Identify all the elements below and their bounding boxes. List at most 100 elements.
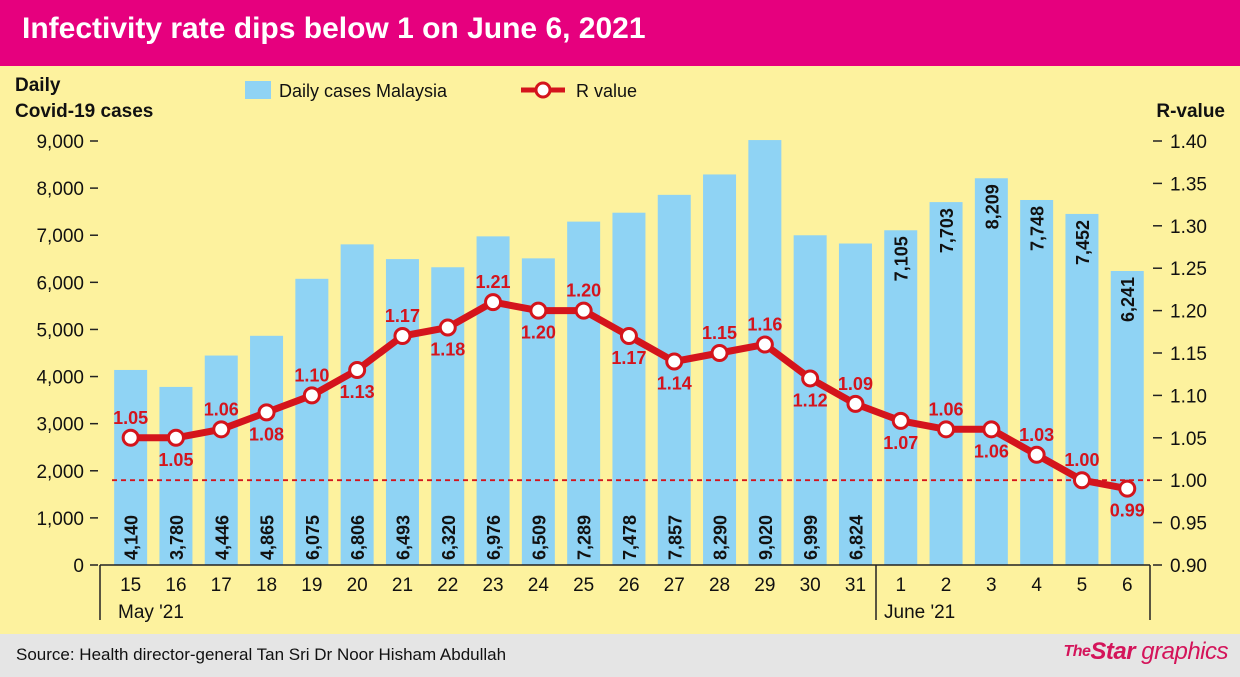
bar [1065,213,1099,566]
bar-value-label: 6,824 [846,515,866,560]
chart-title: Infectivity rate dips below 1 on June 6,… [22,12,646,45]
bar-value-label: 4,865 [258,515,278,560]
left-tick-label: 6,000 [36,273,84,294]
source-note: Source: Health director-general Tan Sri … [16,645,507,664]
right-tick-label: 1.15 [1170,344,1207,365]
bar [1110,270,1144,565]
bar [793,235,827,565]
x-tick-label: 28 [709,575,730,596]
bar [114,369,148,565]
axes-layer: 9,000 8,000 7,000 6,000 5,000 4,000 3,000 2,000… [36,132,1207,623]
x-tick-label: 26 [618,575,639,596]
r-value-label: 1.21 [476,272,511,292]
right-tick-label: 1.10 [1170,386,1207,407]
month-label-may: May '21 [118,602,184,623]
r-value-label: 1.06 [204,399,239,419]
r-value-label: 1.16 [747,315,782,335]
x-tick-label: 4 [1031,575,1042,596]
r-value-point [665,352,684,371]
bar-value-label: 7,748 [1028,206,1048,251]
right-tick-label: 0.90 [1170,556,1207,577]
left-axis-title-line1: Daily [15,75,61,96]
left-tick-label: 1,000 [36,509,84,530]
x-tick-label: 16 [165,575,186,596]
r-value-point [121,428,140,447]
r-value-label: 1.17 [611,348,646,368]
right-tick-label: 0.95 [1170,514,1207,535]
r-value-label: 0.99 [1110,501,1145,521]
bar-value-label: 6,976 [484,515,504,560]
r-value-label: 1.07 [883,433,918,453]
x-tick-label: 1 [895,575,906,596]
bar-value-label: 6,509 [529,515,549,560]
brand-logo: TheStar graphics [1063,638,1228,665]
bar [250,335,284,565]
x-tick-label: 29 [754,575,775,596]
x-tick-label: 18 [256,575,277,596]
left-tick-label: 3,000 [36,415,84,436]
bar [204,355,238,565]
bar-value-label: 7,703 [937,208,957,253]
r-value-line-layer [112,293,1150,498]
r-value-label: 1.17 [385,306,420,326]
bar-value-label: 6,075 [303,515,323,560]
left-tick-label: 5,000 [36,320,84,341]
month-label-june: June '21 [884,602,955,623]
x-tick-label: 17 [211,575,232,596]
r-value-label: 1.05 [113,408,148,428]
bar-value-label: 9,020 [756,515,776,560]
bar-value-label: 8,290 [711,515,731,560]
bar [1020,199,1054,566]
x-tick-label: 2 [941,575,952,596]
r-value-label: 1.03 [1019,425,1054,445]
chart-svg: 9,000 8,000 7,000 6,000 5,000 4,000 3,000 2,000… [15,75,1225,623]
legend-bar-label: Daily cases Malaysia [279,81,448,101]
bar [385,259,419,565]
r-value-label: 1.09 [838,374,873,394]
bar-value-label: 6,493 [393,515,413,560]
x-tick-label: 30 [800,575,821,596]
bar-value-label: 4,140 [122,515,142,560]
right-tick-label: 1.30 [1170,217,1207,238]
left-axis-title-line2: Covid-19 cases [15,101,153,122]
r-value-label: 1.12 [793,390,828,410]
bar [703,174,737,565]
r-value-label: 1.18 [430,340,465,360]
legend-bar-swatch [245,81,271,99]
x-tick-label: 27 [664,575,685,596]
r-value-point [1118,479,1137,498]
r-value-point [212,420,231,439]
r-value-label: 1.10 [294,365,329,385]
legend-line-label: R value [576,81,637,101]
r-value-label: 1.05 [158,450,193,470]
r-value-point [710,344,729,362]
r-value-point [574,301,593,320]
r-value-point [393,327,412,346]
bar [431,267,465,565]
bar-value-label: 7,857 [665,515,685,560]
bar-value-label: 7,289 [575,515,595,560]
left-tick-label: 7,000 [36,226,84,247]
x-tick-label: 31 [845,575,866,596]
bar-value-label: 7,105 [892,236,912,281]
bar-value-label: 6,320 [439,515,459,560]
footer: Source: Health director-general Tan Sri … [0,634,1240,677]
r-value-point [846,394,865,413]
x-tick-label: 25 [573,575,594,596]
left-tick-label: 8,000 [36,179,84,200]
r-value-point [257,403,276,422]
r-value-label: 1.06 [974,441,1009,461]
r-value-point [302,386,321,405]
legend-line-marker [534,81,552,99]
r-value-label: 1.08 [249,424,284,444]
r-value-label: 1.20 [566,281,601,301]
title-banner: Infectivity rate dips below 1 on June 6,… [0,0,1240,66]
bar [295,278,329,565]
r-value-label: 1.00 [1064,450,1099,470]
x-tick-label: 22 [437,575,458,596]
r-value-label: 1.15 [702,323,737,343]
r-value-label: 1.20 [521,323,556,343]
right-tick-label: 1.20 [1170,302,1207,323]
right-tick-label: 1.00 [1170,471,1207,492]
left-tick-label: 2,000 [36,462,84,483]
